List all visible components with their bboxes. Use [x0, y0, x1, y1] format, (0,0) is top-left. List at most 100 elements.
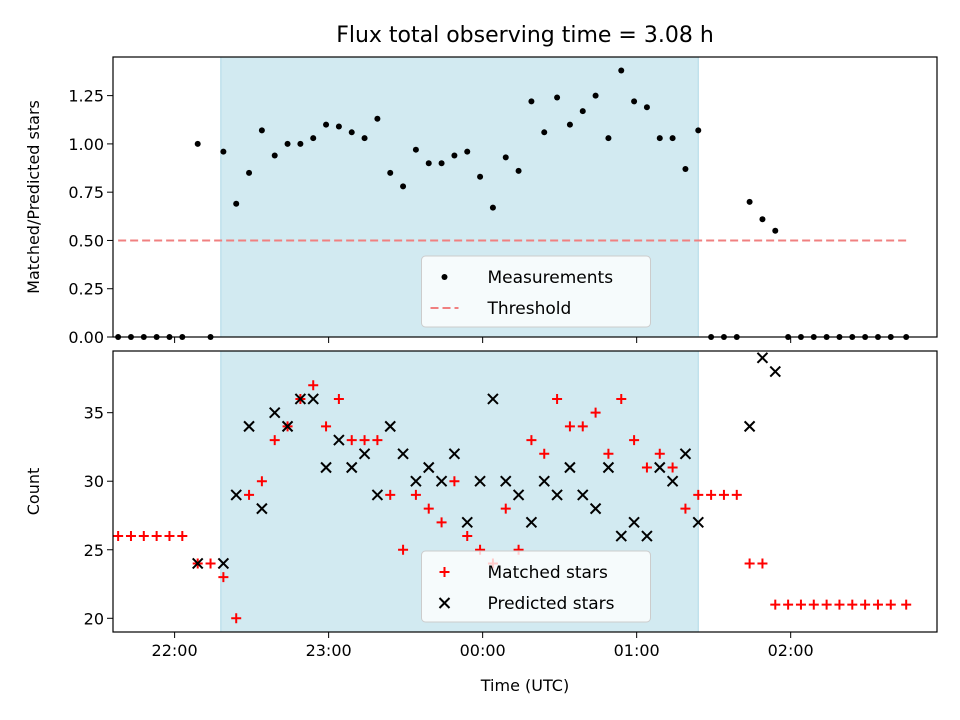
predicted-star-point [743, 420, 756, 433]
y-tick-label: 35 [84, 404, 104, 423]
measurement-point [695, 127, 702, 134]
matched-star-point [231, 613, 242, 624]
measurement-point [258, 127, 265, 134]
chart-title: Flux total observing time = 3.08 h [336, 23, 714, 48]
measurement-point [618, 67, 625, 74]
matched-star-point [138, 531, 149, 542]
matched-star-point [901, 599, 912, 610]
matched-star-point [885, 599, 896, 610]
matched-star-point [151, 531, 162, 542]
matched-star-point [526, 435, 537, 446]
predicted-star-point [333, 434, 345, 446]
predicted-star-point [564, 461, 576, 474]
measurement-point [387, 169, 394, 176]
measurement-point [438, 160, 445, 167]
measurement-point [656, 135, 663, 142]
x-tick-label: 00:00 [460, 641, 506, 660]
measurement-point [246, 169, 253, 176]
legend-label: Threshold [487, 299, 572, 319]
measurement-point [643, 104, 650, 111]
measurement-point [323, 121, 330, 128]
matched-star-point [177, 531, 188, 542]
predicted-star-point [448, 448, 461, 460]
matched-star-point [500, 503, 511, 514]
measurement-point [759, 216, 766, 223]
y-tick-label: 0.75 [68, 183, 104, 202]
matched-star-point [629, 435, 640, 446]
measurement-point [579, 108, 586, 115]
predicted-star-point [384, 420, 396, 433]
matched-star-point [847, 599, 858, 610]
measurement-point [348, 129, 355, 136]
predicted-star-point [371, 489, 384, 501]
predicted-star-point [435, 475, 448, 487]
measurement-point [297, 140, 304, 147]
matched-star-point [539, 448, 550, 459]
y-tick-label: 0.00 [68, 328, 104, 347]
legend-matched-swatch [439, 567, 450, 577]
predicted-star-point [666, 475, 679, 487]
predicted-star-point [756, 352, 769, 364]
x-tick-label: 22:00 [152, 641, 198, 660]
matched-star-point [321, 421, 332, 432]
predicted-star-point [243, 420, 255, 433]
measurement-point [541, 129, 548, 136]
measurement-point [412, 146, 419, 153]
matched-star-point [564, 421, 575, 432]
y-tick-label: 0.50 [68, 231, 104, 250]
matched-star-point [706, 489, 717, 500]
matched-star-point [552, 393, 563, 404]
predicted-star-point [423, 461, 435, 474]
y-tick-label: 30 [84, 472, 104, 491]
predicted-star-point [654, 461, 666, 474]
predicted-star-point [256, 502, 268, 515]
measurement-point [489, 204, 496, 211]
predicted-star-point [217, 557, 230, 570]
predicted-star-point [577, 489, 589, 501]
matched-star-point [872, 599, 883, 610]
x-tick-label: 02:00 [768, 641, 814, 660]
matched-star-point [423, 503, 434, 514]
matched-star-point [718, 489, 729, 500]
measurement-point [477, 173, 484, 180]
x-tick-label: 23:00 [306, 641, 352, 660]
predicted-star-point [679, 448, 692, 460]
matched-star-point [757, 558, 768, 569]
matched-star-point [244, 489, 255, 500]
predicted-star-point [358, 448, 371, 460]
x-tick-label: 01:00 [614, 641, 660, 660]
y-axis-label: Matched/Predicted stars [24, 100, 43, 294]
predicted-star-point [641, 530, 653, 542]
predicted-star-point [500, 475, 512, 487]
y-tick-label: 0.25 [68, 280, 104, 299]
measurement-point [515, 167, 522, 174]
matched-star-point [164, 531, 175, 542]
predicted-star-point [525, 516, 538, 529]
measurement-point [605, 135, 612, 142]
measurement-point [669, 135, 676, 142]
y-axis-label: Count [24, 468, 43, 516]
predicted-star-point [410, 475, 422, 487]
legend-box [421, 255, 651, 328]
bottom-panel: 22:00 23:00 00:00 01:00 02:00 20 25 30 35 Count Ti… [24, 350, 938, 695]
predicted-star-point [269, 406, 281, 419]
matched-star-point [385, 489, 396, 500]
predicted-star-point [346, 461, 358, 474]
predicted-star-point [692, 516, 704, 529]
matched-star-point [449, 476, 460, 487]
measurement-point [746, 198, 753, 205]
matched-star-point [731, 489, 742, 500]
predicted-star-point [487, 393, 499, 405]
matched-star-point [834, 599, 845, 610]
predicted-star-point [538, 475, 550, 487]
axes-frame [112, 350, 938, 633]
matched-star-point [308, 380, 319, 391]
matched-star-point [333, 393, 344, 404]
legend-label: Measurements [488, 268, 614, 288]
predicted-star-point [615, 530, 627, 542]
measurement-point [528, 98, 535, 105]
predicted-star-point [230, 489, 242, 501]
matched-star-point [744, 558, 755, 569]
predicted-star-point [461, 516, 473, 529]
matched-star-point [590, 407, 601, 418]
